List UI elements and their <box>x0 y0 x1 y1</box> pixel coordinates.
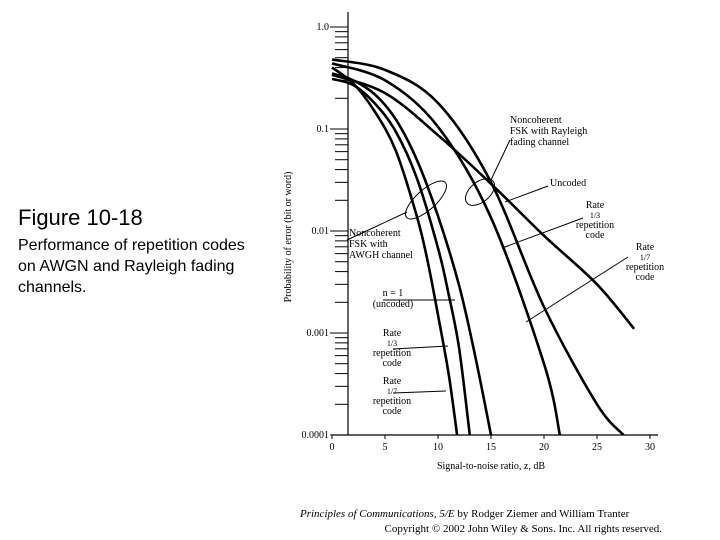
x-tick-label: 30 <box>645 442 655 453</box>
y-tick-label: 0.001 <box>307 328 330 339</box>
annotation-text: FSK with Rayleigh <box>510 126 587 137</box>
x-tick-label: 20 <box>539 442 549 453</box>
annotation-text: Rate <box>383 328 402 339</box>
annotation-leader <box>346 211 408 241</box>
annotation-text: Rate <box>586 200 605 211</box>
x-axis-label: Signal-to-noise ratio, z, dB <box>437 461 545 472</box>
annotation-text: 1/3 <box>590 211 600 220</box>
annotation-text: code <box>586 230 605 241</box>
annotation-text: Uncoded <box>550 178 586 189</box>
annotation-leader <box>392 390 447 394</box>
annotation-text: Rate <box>383 376 402 387</box>
x-tick-label: 25 <box>592 442 602 453</box>
annotation-leader <box>525 256 629 323</box>
y-tick-label: 1.0 <box>317 22 330 33</box>
annotation-text: Noncoherent <box>510 115 562 126</box>
annotation-leader <box>489 139 511 183</box>
annotation-text: code <box>383 406 402 417</box>
annotation-text: code <box>383 358 402 369</box>
annotation-text: repetition <box>626 262 664 273</box>
annotation-text: AWGH channel <box>349 250 413 261</box>
series-line-2 <box>331 77 472 436</box>
annotation-text: repetition <box>373 348 411 359</box>
annotation-text: 1/7 <box>387 387 397 396</box>
x-tick-label: 10 <box>433 442 443 453</box>
annotation-leader <box>392 345 449 350</box>
annotation-text: 1/7 <box>640 253 650 262</box>
annotation-leader <box>504 185 549 203</box>
annotation-text: code <box>636 272 655 283</box>
rayleigh-group-ellipse <box>464 178 496 206</box>
copyright-credit: Principles of Communications, 5/E by Rod… <box>300 507 662 537</box>
slide-title: Figure 10-18 <box>18 205 143 230</box>
credit-book-title: Principles of Communications, 5/E <box>300 508 455 520</box>
annotation-text: 1/3 <box>387 339 397 348</box>
annotation-text: n = 1 <box>383 288 404 299</box>
y-tick-label: 0.0001 <box>302 430 330 441</box>
series-line-6 <box>331 58 625 436</box>
annotation-text: fading channel <box>510 137 569 148</box>
awgn-group-ellipse <box>405 180 447 220</box>
x-tick-label: 5 <box>383 442 388 453</box>
y-tick-label: 0.1 <box>317 124 330 135</box>
y-tick-label: 0.01 <box>312 226 330 237</box>
annotation-text: Noncoherent <box>349 228 401 239</box>
x-tick-label: 0 <box>330 442 335 453</box>
annotation-text: (uncoded) <box>373 299 414 310</box>
annotation-leader <box>501 217 584 249</box>
annotation-text: repetition <box>576 220 614 231</box>
credit-copyright: Copyright © 2002 John Wiley & Sons. Inc.… <box>384 523 663 535</box>
annotation-text: Rate <box>636 242 655 253</box>
y-axis-label: Probability of error (bit or word) <box>283 172 294 303</box>
x-tick-label: 15 <box>486 442 496 453</box>
annotation-text: FSK with <box>349 239 388 250</box>
slide-caption: Performance of repetition codes on AWGN … <box>18 237 245 296</box>
series-line-5 <box>331 62 562 436</box>
annotation-text: repetition <box>373 396 411 407</box>
credit-authors: by Rodger Ziemer and William Tranter <box>454 508 630 520</box>
